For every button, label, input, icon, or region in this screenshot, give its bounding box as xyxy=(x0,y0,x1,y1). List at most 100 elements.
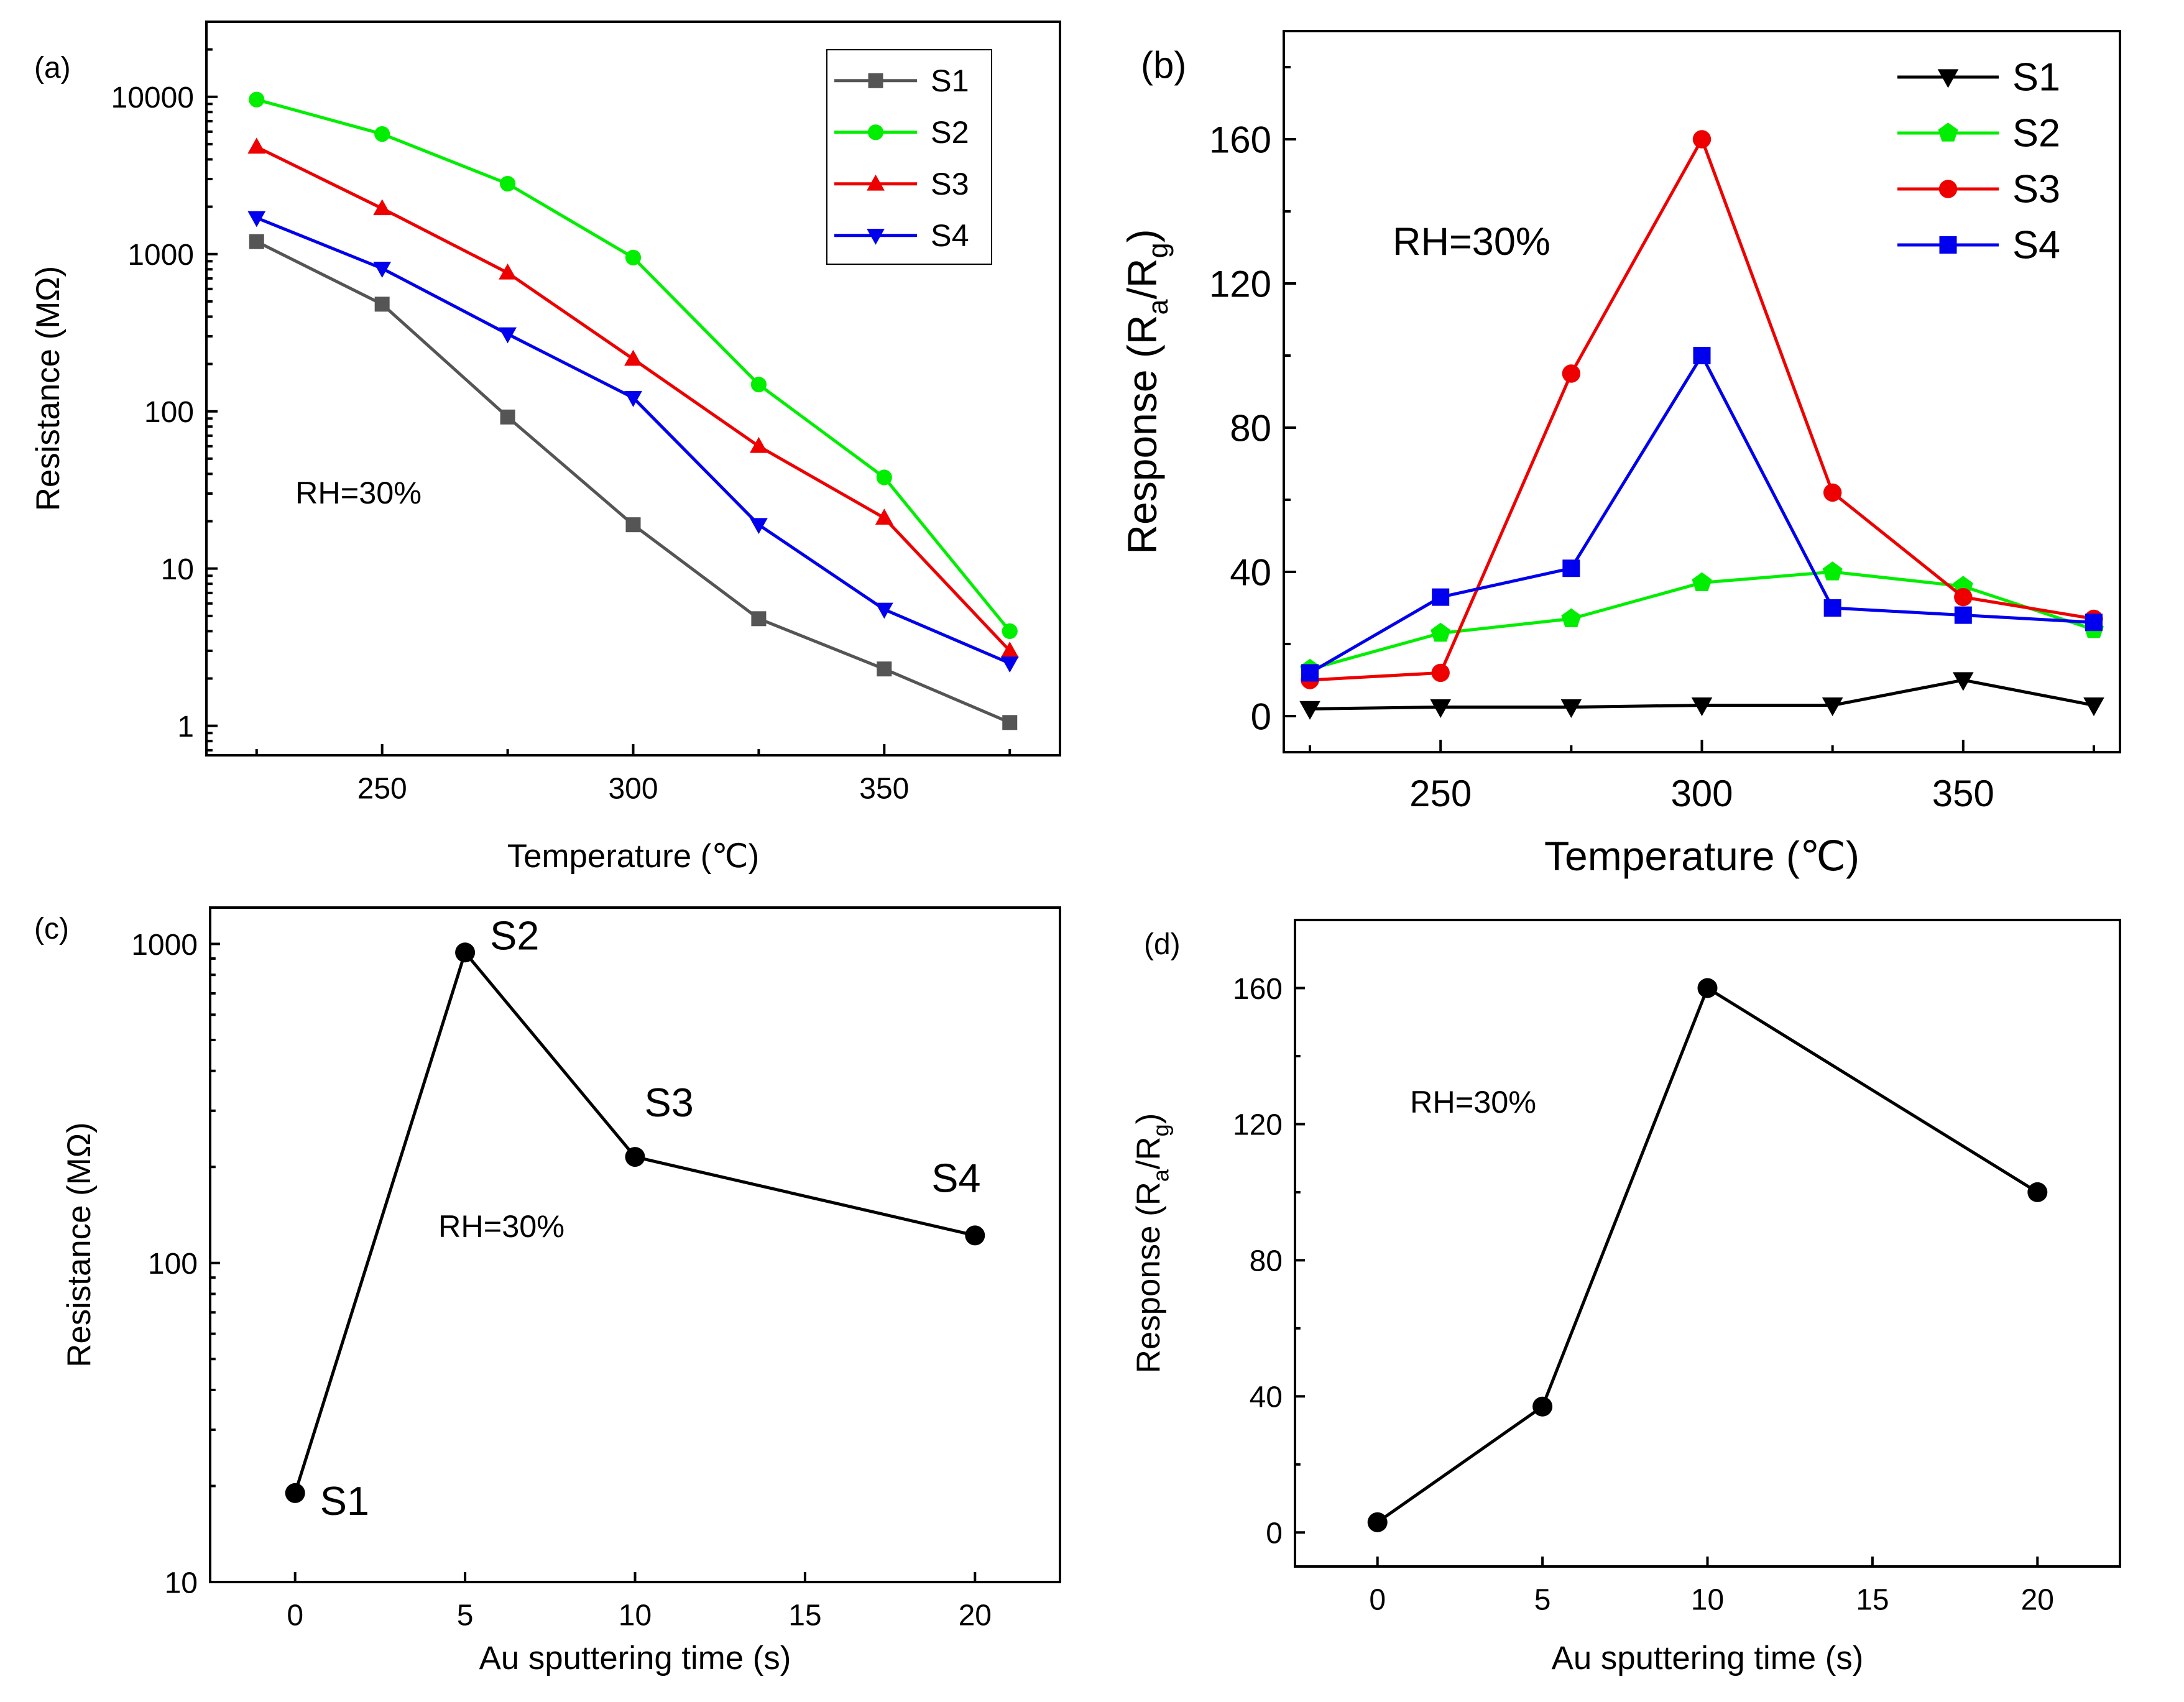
panel-a-legend-box xyxy=(826,49,992,265)
panel-b-point-S2 xyxy=(1822,561,1843,581)
panel-b-y-axis-title-part: /R xyxy=(1119,258,1165,299)
panel-a-legend-label-S3: S3 xyxy=(931,166,969,201)
panel-c-data-point xyxy=(455,942,476,963)
panel-d-y-axis-title: Response (Ra/Rg) xyxy=(1130,1113,1173,1374)
panel-b-point-S1 xyxy=(2083,697,2104,717)
panel-b-series-line-S4 xyxy=(1309,352,2094,674)
panel-a-resistance-vs-temperature: 250 300 350 1 10 100 1000 10000 (a) Temperature (… xyxy=(30,21,1061,875)
panel-b-y-tick-label: 80 xyxy=(1230,408,1271,449)
panel-a-point-S2 xyxy=(1002,623,1018,639)
panel-a-x-axis-title: Temperature (℃) xyxy=(507,838,760,875)
panel-d-y-axis-title-part: /R xyxy=(1130,1136,1167,1169)
panel-b-y-axis-title-part: a xyxy=(1142,298,1174,315)
panel-a-point-S4 xyxy=(247,211,266,228)
panel-b-point-S1 xyxy=(1953,672,1974,691)
panel-a-point-S2 xyxy=(499,175,516,192)
panel-b-x-tick-label: 250 xyxy=(1409,773,1472,814)
panel-a-point-S1 xyxy=(1002,715,1018,730)
panel-a-point-S4 xyxy=(875,602,893,619)
panel-a-point-S3 xyxy=(750,436,768,453)
panel-c-point-label-S3: S3 xyxy=(645,1080,694,1125)
panel-a-point-S3 xyxy=(1000,641,1019,658)
panel-c-x-tick-label: 5 xyxy=(457,1599,474,1632)
panel-c-x-axis-title: Au sputtering time (s) xyxy=(479,1640,791,1677)
panel-d-x-tick-label: 5 xyxy=(1534,1584,1551,1617)
panel-b-point-S4 xyxy=(1301,664,1319,682)
panel-a-point-S3 xyxy=(373,199,392,216)
panel-b-point-S4 xyxy=(1954,606,1972,624)
panel-b-point-S3 xyxy=(1823,483,1842,502)
panel-c-y-tick-label: 10 xyxy=(165,1566,198,1599)
panel-d-y-tick-label: 40 xyxy=(1250,1381,1283,1414)
panel-a-point-S4 xyxy=(1000,656,1019,673)
panel-a-point-S2 xyxy=(249,91,265,108)
panel-d-x-tick-label: 10 xyxy=(1691,1584,1724,1617)
panel-b-point-S1 xyxy=(1299,701,1320,720)
panel-a-point-S1 xyxy=(374,297,390,312)
panel-b-y-axis-title-part: g xyxy=(1142,242,1174,258)
panel-a-point-S2 xyxy=(625,249,642,265)
panel-c-point-label-S2: S2 xyxy=(490,913,539,958)
panel-a-legend-label-S1: S1 xyxy=(931,63,969,98)
panel-d-y-axis-title-part: ) xyxy=(1130,1113,1167,1125)
panel-a-legend-label-S4: S4 xyxy=(931,218,969,253)
panel-b-legend-marker-S2 xyxy=(1938,122,1958,142)
panel-d-x-tick-label: 20 xyxy=(2021,1584,2054,1617)
panel-b-label: (b) xyxy=(1141,44,1186,86)
panel-a-point-S4 xyxy=(373,262,392,278)
panel-a-y-tick-label: 100 xyxy=(144,396,194,429)
panel-d-y-axis-title-part: Response (R xyxy=(1130,1182,1167,1373)
panel-b-y-tick-label: 0 xyxy=(1251,696,1271,738)
panel-b-y-axis-title-part: ) xyxy=(1119,229,1165,242)
panel-a-point-S3 xyxy=(624,349,642,366)
panel-d-data-point xyxy=(1367,1512,1388,1532)
panel-b-point-S1 xyxy=(1560,699,1582,718)
panel-b-point-S1 xyxy=(1822,697,1843,717)
panel-b-x-tick-label: 300 xyxy=(1670,773,1733,814)
panel-d-x-axis-title: Au sputtering time (s) xyxy=(1552,1640,1864,1677)
panel-a-point-S1 xyxy=(751,611,767,627)
panel-c-series-line xyxy=(293,949,975,1494)
panel-a-legend-marker-S2 xyxy=(867,124,884,140)
panel-c-x-tick-label: 0 xyxy=(287,1599,303,1632)
panel-a-y-axis-title: Resistance (MΩ) xyxy=(30,266,67,511)
panel-d-annotation: RH=30% xyxy=(1410,1084,1536,1120)
panel-a-point-S3 xyxy=(247,137,266,154)
panel-a-legend-marker-S3 xyxy=(867,174,885,191)
panel-d-data-point xyxy=(1697,978,1718,998)
panel-b-legend-label-S4: S4 xyxy=(2012,224,2060,267)
panel-c-y-axis-title: Resistance (MΩ) xyxy=(61,1122,98,1367)
panel-a-x-tick-label: 250 xyxy=(357,773,407,806)
panel-d-plot-frame xyxy=(1294,919,2121,1568)
panel-a-annotation: RH=30% xyxy=(295,475,422,510)
panel-a-legend-marker-S1 xyxy=(868,73,883,88)
panel-b-point-S1 xyxy=(1691,697,1713,717)
panel-a-x-tick-label: 300 xyxy=(608,773,658,806)
panel-d-label: (d) xyxy=(1144,928,1181,961)
panel-c-point-label-S4: S4 xyxy=(931,1155,980,1200)
panel-d-series-line xyxy=(1376,985,2039,1524)
panel-a-series-line-S4 xyxy=(256,216,1011,665)
panel-a-point-S2 xyxy=(750,377,767,393)
panel-b-y-tick-label: 160 xyxy=(1209,119,1271,161)
panel-a-x-tick-label: 350 xyxy=(859,773,909,806)
panel-b-y-axis-title-part: Response (R xyxy=(1119,315,1165,554)
panel-c-x-tick-label: 10 xyxy=(619,1599,652,1632)
panel-a-point-S4 xyxy=(499,327,517,344)
panel-d-y-tick-label: 160 xyxy=(1233,973,1283,1006)
panel-c-resistance-vs-sputtering-time: 0 5 10 15 20 10 100 1000 (c) Au sputtering time (… xyxy=(34,906,1061,1677)
panel-b-legend-marker-S3 xyxy=(1938,180,1958,198)
panel-c-label: (c) xyxy=(34,913,69,945)
panel-c-point-label-S1: S1 xyxy=(320,1478,369,1524)
panel-c-annotation: RH=30% xyxy=(438,1208,564,1244)
panel-a-point-S1 xyxy=(500,409,515,425)
panel-b-point-S2 xyxy=(1431,622,1451,642)
panel-a-point-S1 xyxy=(877,661,892,677)
panel-b-point-S3 xyxy=(1562,364,1581,383)
panel-b-response-vs-temperature: 250 300 350 0 40 80 120 160 (b) Temperature (℃) Re… xyxy=(1119,30,2121,879)
panel-b-point-S3 xyxy=(1954,587,1973,607)
panel-a-point-S1 xyxy=(249,234,264,249)
panel-b-legend-marker-S4 xyxy=(1939,236,1957,254)
panel-b-y-tick-label: 120 xyxy=(1209,264,1271,305)
